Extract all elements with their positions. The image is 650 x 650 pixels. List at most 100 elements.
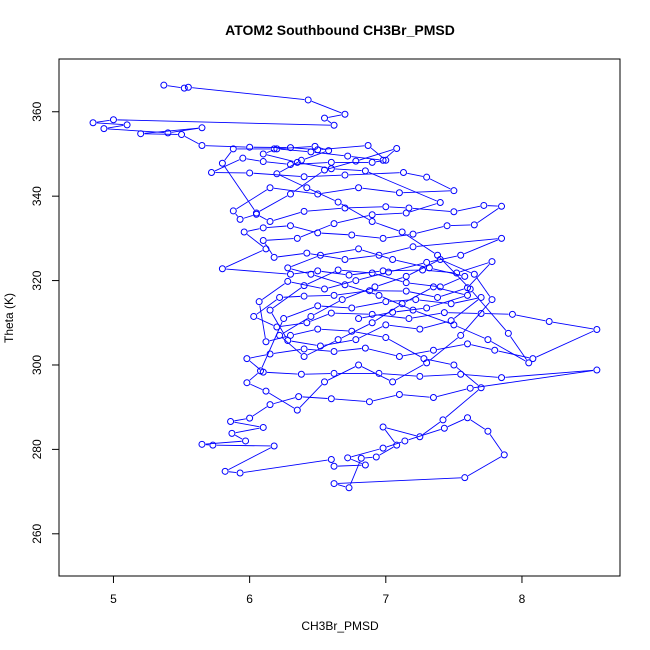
data-point [477, 384, 485, 392]
data-point [402, 279, 410, 287]
data-point [500, 451, 508, 459]
data-point [419, 266, 427, 274]
series-line-segment [311, 100, 342, 114]
series-line-segment [228, 447, 271, 470]
data-point [184, 83, 192, 91]
series-line-segment [252, 406, 268, 417]
series-line-segment [291, 256, 318, 267]
data-point [375, 251, 383, 259]
data-point [314, 302, 322, 310]
series-line-segment [205, 440, 242, 445]
data-point [447, 317, 455, 325]
data-point [330, 347, 338, 355]
data-point [368, 211, 376, 219]
data-point [498, 374, 506, 382]
series-line-segment [305, 373, 331, 375]
series-line-segment [429, 337, 459, 361]
data-point [395, 189, 403, 197]
data-point [357, 454, 365, 462]
data-point [466, 285, 474, 293]
series-line-segment [437, 388, 467, 397]
data-point [330, 480, 338, 488]
data-point [330, 121, 338, 129]
data-point [270, 442, 278, 450]
data-point [440, 424, 448, 432]
data-point [242, 437, 250, 445]
data-point [164, 129, 172, 137]
data-point [209, 441, 217, 449]
series-line-segment [267, 371, 298, 375]
data-point [463, 340, 471, 348]
series-line-segment [359, 326, 383, 339]
series-line-segment [214, 159, 240, 172]
series-line-segment [454, 297, 478, 304]
series-line-segment [386, 234, 410, 239]
data-point [100, 125, 108, 133]
data-point [345, 271, 353, 279]
series-line-segment [307, 207, 342, 212]
series-line-segment [282, 337, 302, 355]
data-point [508, 310, 516, 318]
data-point [300, 173, 308, 181]
series-line-segment [375, 314, 406, 319]
series-line-segment [294, 226, 315, 233]
series-line-segment [386, 269, 419, 272]
series-line-segment [552, 321, 594, 330]
data-point [398, 228, 406, 236]
data-point [270, 145, 278, 153]
series-lines [96, 85, 594, 488]
series-line-segment [409, 291, 434, 298]
series-line-segment [403, 394, 430, 398]
series-line-segment [355, 234, 380, 239]
series-line-segment [277, 146, 312, 150]
data-point [457, 331, 465, 339]
data-point [286, 144, 294, 152]
data-point [297, 370, 305, 378]
series-line-segment [243, 459, 328, 473]
series-line-segment [273, 212, 301, 221]
series-line-segment [299, 384, 323, 408]
series-line-segment [443, 277, 462, 286]
data-point [303, 184, 311, 192]
series-line-segment [96, 122, 124, 126]
series-line-segment [337, 348, 362, 352]
data-point [286, 161, 294, 169]
data-point [529, 355, 537, 363]
data-point [429, 393, 437, 401]
series-line-segment [256, 299, 277, 315]
series-line-segment [314, 300, 340, 316]
series-line-segment [351, 458, 363, 464]
series-line-segment [226, 268, 287, 275]
series-line-segment [225, 250, 263, 268]
series-line-segment [385, 150, 395, 159]
data-point [412, 296, 420, 304]
data-point [450, 187, 458, 195]
series-line-segment [423, 321, 448, 329]
data-point [307, 270, 315, 278]
series-line-segment [516, 314, 546, 322]
data-point [463, 291, 471, 299]
series-line-segment [321, 187, 355, 194]
series-line-segment [405, 288, 431, 303]
data-point [321, 378, 329, 386]
data-point [371, 283, 379, 291]
series-line-segment [224, 166, 255, 211]
series-line-segment [321, 232, 348, 236]
series-line-segment [117, 119, 331, 126]
data-point [286, 222, 294, 230]
data-point [484, 336, 492, 344]
series-line-segment [348, 285, 376, 295]
series-line-segment [457, 205, 481, 212]
data-point [311, 142, 319, 150]
data-point [198, 124, 206, 132]
data-point [348, 231, 356, 239]
data-point [425, 264, 433, 272]
data-point [453, 269, 461, 277]
data-point [304, 96, 312, 104]
data-point [389, 255, 397, 263]
data-point [266, 217, 274, 225]
series-line-segment [328, 281, 353, 289]
data-point [395, 391, 403, 399]
series-line-segment [453, 299, 479, 319]
series-line-segment [335, 312, 369, 315]
